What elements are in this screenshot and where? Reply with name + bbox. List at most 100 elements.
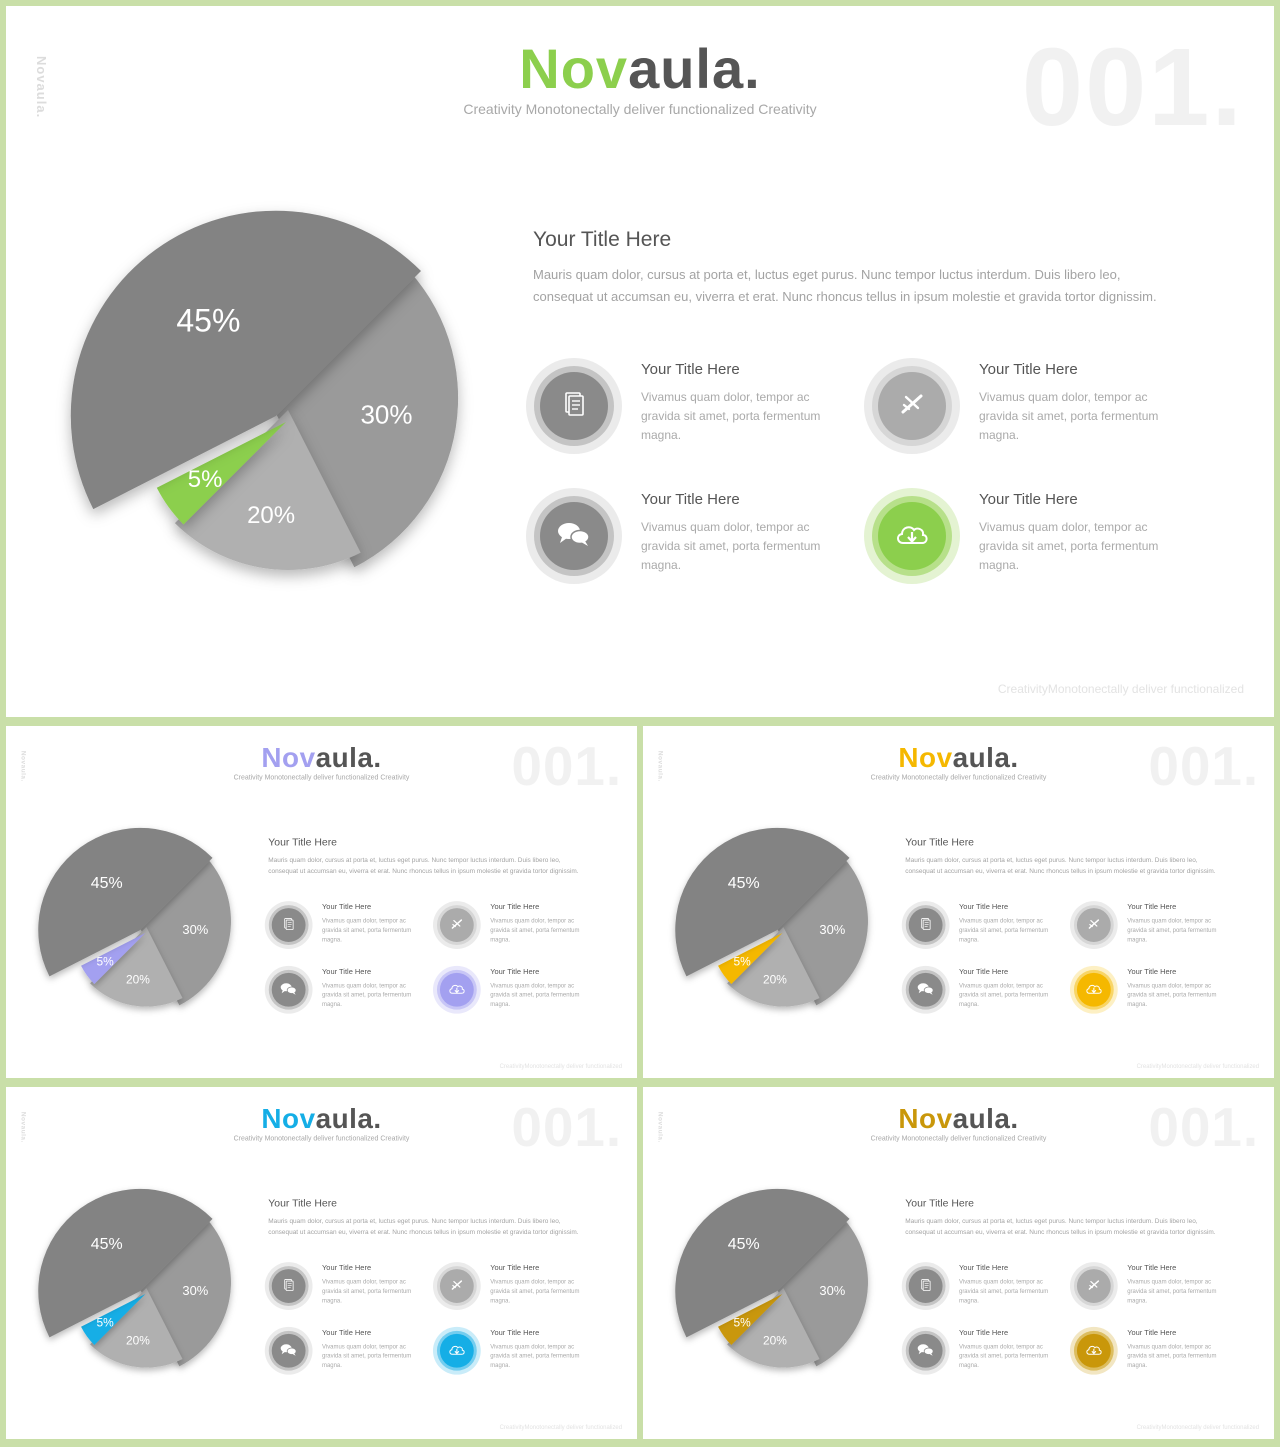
pie-label-1: 20% xyxy=(126,1333,150,1347)
pie-label-2: 5% xyxy=(188,466,223,493)
feature-text: Vivamus quam dolor, tempor ac gravida si… xyxy=(959,981,1059,1009)
feature-text: Vivamus quam dolor, tempor ac gravida si… xyxy=(641,518,841,575)
chat-bubbles-icon xyxy=(917,1343,935,1359)
feature-title: Your Title Here xyxy=(959,903,1008,911)
document-icon xyxy=(920,917,932,932)
chat-bubbles-icon xyxy=(556,520,592,553)
slide-gold: Novaula. 001. Novaula. Creativity Monoto… xyxy=(643,1087,1274,1439)
feature-title: Your Title Here xyxy=(322,1264,371,1272)
feature-title: Your Title Here xyxy=(959,1328,1008,1336)
feature-title: Your Title Here xyxy=(1127,1264,1176,1272)
feature-item: Your Title Here Vivamus quam dolor, temp… xyxy=(1070,901,1229,956)
footer-text: CreativityMonotonectally deliver functio… xyxy=(998,682,1244,696)
feature-item: Your Title Here Vivamus quam dolor, temp… xyxy=(526,358,846,468)
feature-item: Your Title Here Vivamus quam dolor, temp… xyxy=(433,901,592,956)
feature-icon-circle xyxy=(265,1262,313,1310)
feature-icon-circle xyxy=(902,966,950,1014)
subtitle: Creativity Monotonectally deliver functi… xyxy=(6,773,637,781)
logo: Novaula. xyxy=(643,741,1274,773)
feature-item: Your Title Here Vivamus quam dolor, temp… xyxy=(902,1327,1061,1382)
chat-bubbles-icon xyxy=(280,982,298,998)
feature-text: Vivamus quam dolor, tempor ac gravida si… xyxy=(979,518,1179,575)
cloud-download-icon xyxy=(1085,1343,1103,1359)
pie-label-3: 45% xyxy=(728,875,760,892)
feature-title: Your Title Here xyxy=(641,361,740,378)
feature-title: Your Title Here xyxy=(979,491,1078,508)
feature-text: Vivamus quam dolor, tempor ac gravida si… xyxy=(1127,1342,1227,1370)
feature-text: Vivamus quam dolor, tempor ac gravida si… xyxy=(490,1342,590,1370)
pie-label-2: 5% xyxy=(733,954,751,968)
subtitle: Creativity Monotonectally deliver functi… xyxy=(643,1134,1274,1142)
feature-text: Vivamus quam dolor, tempor ac gravida si… xyxy=(322,1342,422,1370)
feature-title: Your Title Here xyxy=(979,361,1078,378)
airplane-icon xyxy=(449,916,464,933)
feature-icon-circle xyxy=(902,1327,950,1375)
pie-chart: 30% 20% 5% 45% xyxy=(678,831,877,1030)
feature-icon-circle xyxy=(1070,1327,1118,1375)
airplane-icon xyxy=(1086,916,1101,933)
main-body: Mauris quam dolor, cursus at porta et, l… xyxy=(268,854,582,876)
main-title: Your Title Here xyxy=(905,1197,974,1209)
feature-text: Vivamus quam dolor, tempor ac gravida si… xyxy=(1127,981,1227,1009)
feature-icon-circle xyxy=(433,1327,481,1375)
feature-text: Vivamus quam dolor, tempor ac gravida si… xyxy=(322,916,422,944)
pie-chart: 30% 20% 5% 45% xyxy=(76,216,476,616)
feature-title: Your Title Here xyxy=(641,491,740,508)
slide-yellow: Novaula. 001. Novaula. Creativity Monoto… xyxy=(643,726,1274,1078)
cloud-download-icon xyxy=(448,982,466,998)
feature-title: Your Title Here xyxy=(490,967,539,975)
feature-item: Your Title Here Vivamus quam dolor, temp… xyxy=(902,966,1061,1021)
footer-text: CreativityMonotonectally deliver functio… xyxy=(500,1423,622,1430)
feature-icon-circle xyxy=(433,966,481,1014)
feature-item: Your Title Here Vivamus quam dolor, temp… xyxy=(1070,1327,1229,1382)
feature-icon-circle xyxy=(265,1327,313,1375)
feature-title: Your Title Here xyxy=(490,1264,539,1272)
main-body: Mauris quam dolor, cursus at porta et, l… xyxy=(268,1215,582,1237)
pie-chart: 30% 20% 5% 45% xyxy=(41,831,240,1030)
feature-icon-circle xyxy=(864,488,960,584)
feature-item: Your Title Here Vivamus quam dolor, temp… xyxy=(265,901,424,956)
feature-icon-circle xyxy=(864,358,960,454)
chat-bubbles-icon xyxy=(280,1343,298,1359)
feature-text: Vivamus quam dolor, tempor ac gravida si… xyxy=(490,981,590,1009)
document-icon xyxy=(562,391,586,422)
feature-icon-circle xyxy=(902,1262,950,1310)
feature-text: Vivamus quam dolor, tempor ac gravida si… xyxy=(490,916,590,944)
logo: Novaula. xyxy=(643,1102,1274,1134)
feature-title: Your Title Here xyxy=(1127,967,1176,975)
main-title: Your Title Here xyxy=(533,228,671,252)
main-title: Your Title Here xyxy=(905,836,974,848)
feature-text: Vivamus quam dolor, tempor ac gravida si… xyxy=(1127,1277,1227,1305)
slide-blue: Novaula. 001. Novaula. Creativity Monoto… xyxy=(6,1087,637,1439)
feature-title: Your Title Here xyxy=(1127,1328,1176,1336)
subtitle: Creativity Monotonectally deliver functi… xyxy=(643,773,1274,781)
feature-icon-circle xyxy=(433,1262,481,1310)
cloud-download-icon xyxy=(1085,982,1103,998)
feature-item: Your Title Here Vivamus quam dolor, temp… xyxy=(433,966,592,1021)
feature-text: Vivamus quam dolor, tempor ac gravida si… xyxy=(641,388,841,445)
feature-item: Your Title Here Vivamus quam dolor, temp… xyxy=(864,488,1184,598)
feature-title: Your Title Here xyxy=(322,1328,371,1336)
pie-label-1: 20% xyxy=(763,972,787,986)
pie-chart: 30% 20% 5% 45% xyxy=(678,1192,877,1391)
main-body: Mauris quam dolor, cursus at porta et, l… xyxy=(533,264,1163,308)
feature-text: Vivamus quam dolor, tempor ac gravida si… xyxy=(959,1277,1059,1305)
feature-text: Vivamus quam dolor, tempor ac gravida si… xyxy=(959,1342,1059,1370)
feature-title: Your Title Here xyxy=(490,903,539,911)
feature-item: Your Title Here Vivamus quam dolor, temp… xyxy=(265,1327,424,1382)
feature-text: Vivamus quam dolor, tempor ac gravida si… xyxy=(979,388,1179,445)
slide-purple: Novaula. 001. Novaula. Creativity Monoto… xyxy=(6,726,637,1078)
airplane-icon xyxy=(449,1277,464,1294)
document-icon xyxy=(283,1278,295,1293)
feature-icon-circle xyxy=(526,488,622,584)
feature-title: Your Title Here xyxy=(490,1328,539,1336)
feature-text: Vivamus quam dolor, tempor ac gravida si… xyxy=(490,1277,590,1305)
subtitle: Creativity Monotonectally deliver functi… xyxy=(6,101,1274,117)
feature-item: Your Title Here Vivamus quam dolor, temp… xyxy=(1070,966,1229,1021)
feature-text: Vivamus quam dolor, tempor ac gravida si… xyxy=(322,981,422,1009)
feature-icon-circle xyxy=(1070,1262,1118,1310)
airplane-icon xyxy=(897,389,927,424)
pie-chart: 30% 20% 5% 45% xyxy=(41,1192,240,1391)
feature-title: Your Title Here xyxy=(1127,903,1176,911)
feature-item: Your Title Here Vivamus quam dolor, temp… xyxy=(265,966,424,1021)
